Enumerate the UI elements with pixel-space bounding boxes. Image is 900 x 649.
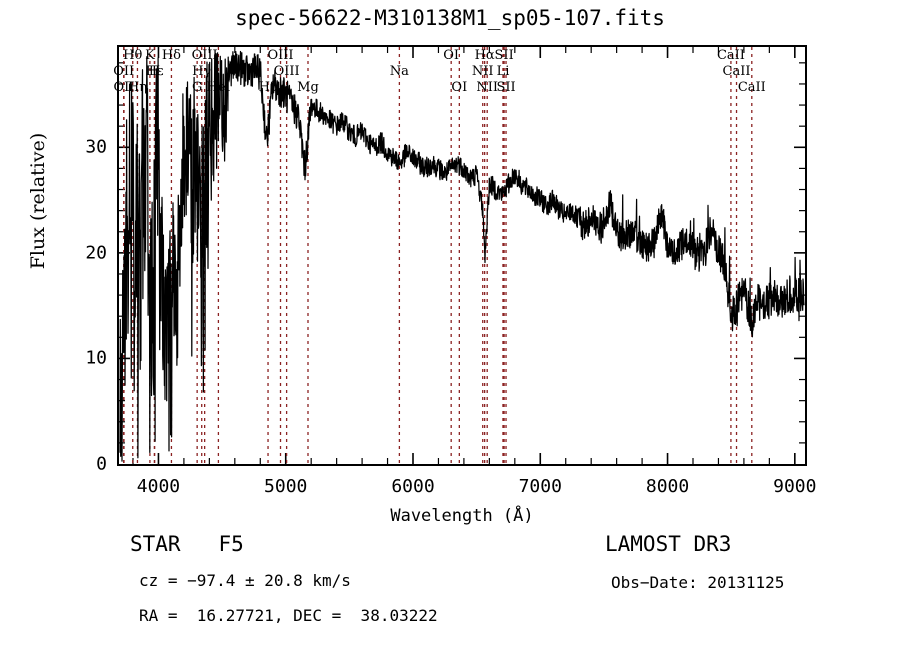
line-label-H-4340: Hγ bbox=[192, 64, 212, 79]
y-tick-label-10: 10 bbox=[85, 347, 107, 369]
x-tick-label-8000: 8000 bbox=[645, 476, 690, 497]
line-label-Li-6707: Li bbox=[496, 64, 510, 79]
line-label-CaII-8498: CaII bbox=[716, 48, 745, 63]
survey-label: LAMOST DR3 bbox=[605, 532, 732, 556]
line-label-CaII-8662: CaII bbox=[737, 80, 766, 95]
line-label-NII-6583: NII bbox=[476, 80, 499, 95]
y-axis-title: Flux (relative) bbox=[27, 132, 49, 270]
obs-date-label: Obs−Date: 20131125 bbox=[611, 573, 785, 592]
x-tick-label-6000: 6000 bbox=[391, 476, 435, 497]
line-label-CaII-8542: CaII bbox=[722, 64, 751, 79]
y-tick-label-30: 30 bbox=[85, 136, 107, 158]
spectrum-canvas bbox=[119, 47, 805, 464]
line-label-OIII-4959: OIII bbox=[267, 48, 294, 63]
line-label-H-3968: H bbox=[148, 64, 161, 79]
spectrum-trace bbox=[119, 50, 805, 462]
line-label-SII-6716: SII bbox=[494, 48, 514, 63]
x-tick-label-5000: 5000 bbox=[264, 476, 308, 497]
line-label-H-3798: Hθ bbox=[123, 48, 143, 63]
line-label-OIII-5007: OIII bbox=[273, 64, 300, 79]
coordinates-label: RA = 16.27721, DEC = 38.03222 bbox=[139, 606, 438, 625]
line-label-HeI-4471: HeI bbox=[206, 80, 231, 95]
line-label-G-4304: G bbox=[191, 80, 203, 95]
line-label-OIII-4363: OIII bbox=[191, 48, 218, 63]
line-label-OII-3727: OII bbox=[113, 64, 135, 79]
radial-velocity-label: cz = −97.4 ± 20.8 km/s bbox=[139, 571, 351, 590]
line-label-SII-6731: SII bbox=[496, 80, 516, 95]
line-label-H-4102: Hδ bbox=[161, 48, 182, 63]
line-label-H-6563: Hα bbox=[474, 48, 495, 63]
x-tick-label-9000: 9000 bbox=[773, 476, 817, 497]
line-label-Mg-5175: Mg bbox=[297, 80, 319, 95]
plot-frame bbox=[117, 45, 807, 466]
object-class-label: STAR F5 bbox=[130, 532, 244, 556]
line-label-OII-3729: OII bbox=[113, 80, 135, 95]
line-label-H-4861: Hβ bbox=[258, 80, 278, 95]
line-label-H-3970: Hε bbox=[145, 64, 164, 79]
line-label-K-3933: K bbox=[145, 48, 155, 63]
line-label-Na-5893: Na bbox=[389, 64, 409, 79]
x-tick-label-4000: 4000 bbox=[136, 476, 181, 497]
y-tick-label-20: 20 bbox=[85, 242, 107, 264]
x-tick-label-7000: 7000 bbox=[518, 476, 562, 497]
y-tick-label-0: 0 bbox=[96, 453, 107, 475]
line-label-OI-6364: OI bbox=[451, 80, 468, 95]
line-label-OI-6300: OI bbox=[443, 48, 460, 63]
page-title: spec-56622-M310138M1_sp05-107.fits bbox=[235, 6, 665, 30]
line-label-H-3835: Hη bbox=[127, 80, 148, 95]
x-axis-title: Wavelength (Å) bbox=[390, 506, 534, 526]
line-label-NII-6548: NII bbox=[471, 64, 494, 79]
